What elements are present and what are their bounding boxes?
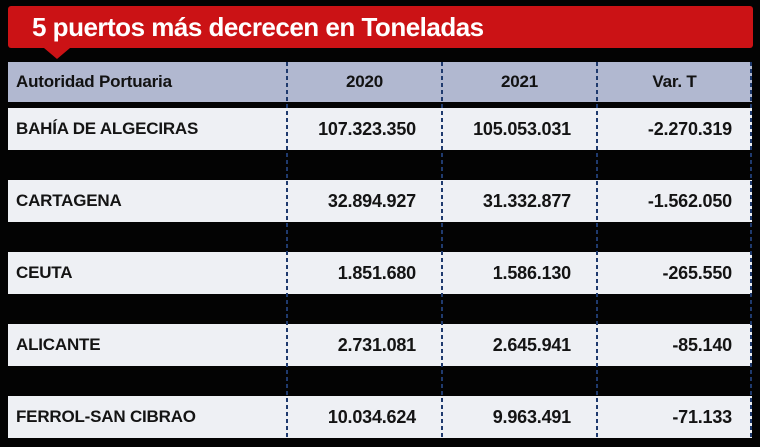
col-header-2020: 2020: [345, 72, 384, 91]
value-var-t: -265.550: [662, 262, 733, 283]
value-var-t: -85.140: [672, 334, 732, 355]
table-row-ferrol-san-cibrao: FERROL-SAN CIBRAO 10.034.624 9.963.491 -…: [8, 396, 752, 438]
ports-decrease-table: Autoridad Portuaria 2020 2021 Var. T BAH…: [8, 62, 752, 438]
port-name: FERROL-SAN CIBRAO: [16, 407, 196, 426]
page-title: 5 puertos más decrecen en Toneladas: [32, 11, 484, 42]
value-2021: 1.586.130: [492, 262, 571, 283]
value-var-t: -1.562.050: [647, 190, 732, 211]
value-2020: 2.731.081: [337, 334, 416, 355]
value-2020: 10.034.624: [327, 406, 416, 427]
col-header-autoridad-portuaria: Autoridad Portuaria: [16, 72, 172, 91]
port-name: CARTAGENA: [16, 191, 122, 210]
value-2021: 31.332.877: [482, 190, 571, 211]
value-2021: 9.963.491: [492, 406, 571, 427]
port-name: BAHÍA DE ALGECIRAS: [16, 119, 199, 138]
col-header-var-t: Var. T: [652, 72, 697, 91]
value-2020: 32.894.927: [327, 190, 416, 211]
value-2020: 1.851.680: [337, 262, 416, 283]
table-row-ceuta: CEUTA 1.851.680 1.586.130 -265.550: [8, 252, 752, 294]
table-row-bahia-de-algeciras: BAHÍA DE ALGECIRAS 107.323.350 105.053.0…: [8, 108, 752, 150]
value-2021: 105.053.031: [473, 118, 571, 139]
title-banner: 5 puertos más decrecen en Toneladas: [8, 6, 753, 48]
port-name: CEUTA: [16, 263, 73, 282]
port-name: ALICANTE: [16, 335, 101, 354]
table-header-row: Autoridad Portuaria 2020 2021 Var. T: [8, 62, 752, 102]
table-row-alicante: ALICANTE 2.731.081 2.645.941 -85.140: [8, 324, 752, 366]
value-2020: 107.323.350: [318, 118, 416, 139]
value-var-t: -71.133: [672, 406, 732, 427]
table-row-cartagena: CARTAGENA 32.894.927 31.332.877 -1.562.0…: [8, 180, 752, 222]
banner-tail-pointer: [44, 48, 70, 59]
value-2021: 2.645.941: [492, 334, 571, 355]
value-var-t: -2.270.319: [647, 118, 732, 139]
col-header-2021: 2021: [500, 72, 539, 91]
